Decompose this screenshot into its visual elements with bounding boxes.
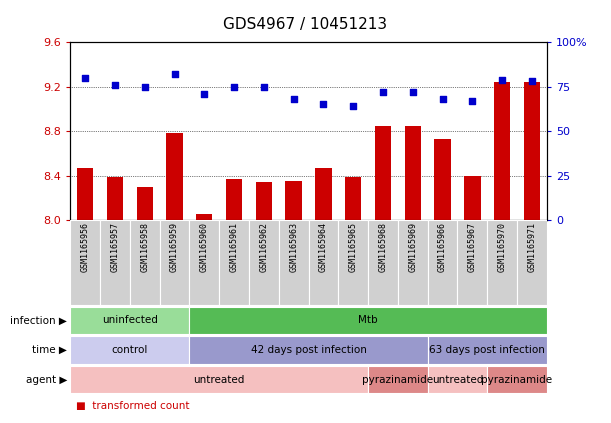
Bar bbox=[107, 177, 123, 220]
Bar bbox=[458, 220, 488, 305]
Bar bbox=[70, 307, 189, 334]
Point bbox=[140, 83, 150, 90]
Text: untreated: untreated bbox=[194, 375, 245, 385]
Bar bbox=[428, 366, 488, 393]
Bar bbox=[249, 220, 279, 305]
Bar bbox=[494, 82, 510, 220]
Bar bbox=[368, 220, 398, 305]
Point bbox=[199, 91, 209, 97]
Text: GSM1165961: GSM1165961 bbox=[230, 222, 238, 272]
Text: GSM1165957: GSM1165957 bbox=[111, 222, 119, 272]
Bar bbox=[517, 220, 547, 305]
Bar bbox=[315, 168, 332, 220]
Bar bbox=[345, 177, 362, 220]
Point bbox=[259, 83, 269, 90]
Text: Mtb: Mtb bbox=[358, 316, 378, 325]
Text: 42 days post infection: 42 days post infection bbox=[251, 345, 367, 355]
Bar bbox=[368, 366, 428, 393]
Text: 63 days post infection: 63 days post infection bbox=[430, 345, 545, 355]
Bar bbox=[226, 179, 243, 220]
Bar bbox=[404, 126, 421, 220]
Bar bbox=[309, 220, 338, 305]
Point bbox=[289, 96, 299, 102]
Text: control: control bbox=[112, 345, 148, 355]
Bar bbox=[524, 82, 540, 220]
Text: infection ▶: infection ▶ bbox=[10, 316, 67, 325]
Point bbox=[527, 78, 537, 85]
Bar bbox=[279, 220, 309, 305]
Point bbox=[437, 96, 447, 102]
Bar bbox=[398, 220, 428, 305]
Text: GSM1165969: GSM1165969 bbox=[408, 222, 417, 272]
Text: GDS4967 / 10451213: GDS4967 / 10451213 bbox=[224, 17, 387, 32]
Text: GSM1165968: GSM1165968 bbox=[379, 222, 387, 272]
Bar bbox=[464, 176, 481, 220]
Text: GSM1165962: GSM1165962 bbox=[260, 222, 268, 272]
Bar bbox=[255, 182, 272, 220]
Bar bbox=[159, 220, 189, 305]
Bar bbox=[70, 220, 100, 305]
Point bbox=[229, 83, 239, 90]
Text: GSM1165965: GSM1165965 bbox=[349, 222, 357, 272]
Text: GSM1165971: GSM1165971 bbox=[527, 222, 536, 272]
Text: GSM1165970: GSM1165970 bbox=[498, 222, 507, 272]
Bar bbox=[136, 187, 153, 220]
Text: pyrazinamide: pyrazinamide bbox=[362, 375, 433, 385]
Bar bbox=[219, 220, 249, 305]
Point bbox=[348, 103, 358, 110]
Bar bbox=[100, 220, 130, 305]
Bar bbox=[375, 126, 391, 220]
Text: uninfected: uninfected bbox=[102, 316, 158, 325]
Text: ■  transformed count: ■ transformed count bbox=[76, 401, 190, 411]
Point bbox=[170, 71, 180, 78]
Text: agent ▶: agent ▶ bbox=[26, 375, 67, 385]
Bar bbox=[77, 168, 93, 220]
Point bbox=[318, 101, 328, 108]
Bar bbox=[434, 139, 451, 220]
Point bbox=[110, 82, 120, 88]
Bar bbox=[488, 366, 547, 393]
Bar bbox=[338, 220, 368, 305]
Bar bbox=[428, 220, 458, 305]
Bar bbox=[189, 307, 547, 334]
Point bbox=[80, 74, 90, 81]
Text: time ▶: time ▶ bbox=[32, 345, 67, 355]
Text: GSM1165966: GSM1165966 bbox=[438, 222, 447, 272]
Point bbox=[467, 98, 477, 104]
Bar bbox=[130, 220, 159, 305]
Bar bbox=[428, 336, 547, 364]
Text: GSM1165967: GSM1165967 bbox=[468, 222, 477, 272]
Bar bbox=[189, 220, 219, 305]
Point bbox=[497, 76, 507, 83]
Text: GSM1165959: GSM1165959 bbox=[170, 222, 179, 272]
Bar bbox=[285, 181, 302, 220]
Bar bbox=[70, 366, 368, 393]
Text: GSM1165964: GSM1165964 bbox=[319, 222, 328, 272]
Bar bbox=[166, 133, 183, 220]
Bar bbox=[189, 336, 428, 364]
Point bbox=[408, 89, 418, 96]
Bar bbox=[70, 336, 189, 364]
Text: GSM1165956: GSM1165956 bbox=[81, 222, 90, 272]
Text: GSM1165958: GSM1165958 bbox=[141, 222, 149, 272]
Point bbox=[378, 89, 388, 96]
Text: GSM1165963: GSM1165963 bbox=[289, 222, 298, 272]
Bar bbox=[196, 214, 213, 220]
Bar bbox=[488, 220, 517, 305]
Text: GSM1165960: GSM1165960 bbox=[200, 222, 209, 272]
Text: pyrazinamide: pyrazinamide bbox=[481, 375, 552, 385]
Text: untreated: untreated bbox=[432, 375, 483, 385]
